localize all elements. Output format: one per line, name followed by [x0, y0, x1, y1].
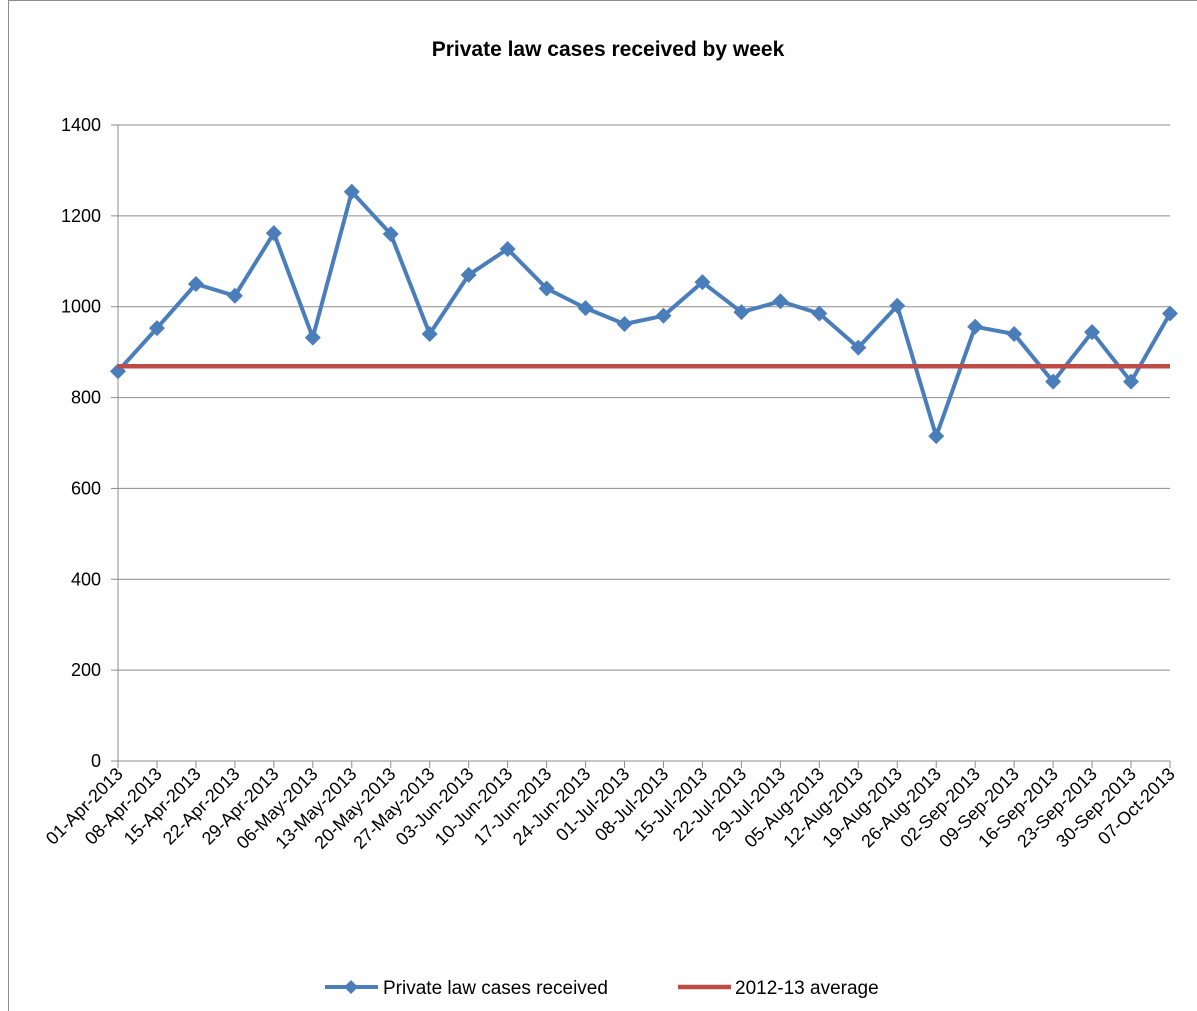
axes	[111, 124, 1171, 768]
data-point	[460, 266, 477, 283]
y-tick-label: 200	[71, 660, 101, 680]
y-tick-label: 800	[71, 388, 101, 408]
chart-frame	[8, 0, 1197, 1011]
data-point	[928, 428, 945, 445]
data-point	[343, 183, 360, 200]
data-point	[733, 304, 750, 321]
legend-label: Private law cases received	[383, 978, 608, 999]
data-point	[577, 300, 594, 317]
data-point	[1084, 324, 1101, 341]
data-point	[499, 241, 516, 258]
data-point	[967, 318, 984, 335]
data-point	[304, 329, 321, 346]
data-point	[226, 287, 243, 304]
series-line-0	[116, 189, 1172, 439]
chart-title: Private law cases received by week	[431, 38, 785, 61]
data-point	[1045, 373, 1062, 390]
data-point	[616, 315, 633, 332]
y-tick-label: 1400	[61, 115, 101, 135]
data-point	[1123, 373, 1140, 390]
legend-swatch-marker	[344, 980, 358, 994]
y-tick-label: 1000	[61, 297, 101, 317]
gridlines	[118, 124, 1170, 671]
data-point	[655, 307, 672, 324]
y-tick-labels: 0 200 400 600 800 1000 1200 1400	[61, 115, 101, 771]
data-point	[421, 325, 438, 342]
data-point	[889, 297, 906, 314]
data-point	[850, 339, 867, 356]
data-point	[1006, 325, 1023, 342]
data-point	[694, 274, 711, 291]
data-point	[772, 293, 789, 310]
data-point	[187, 276, 204, 292]
legend: Private law cases received 2012-13 averag…	[325, 978, 879, 999]
y-tick-label: 600	[71, 478, 101, 498]
data-point	[148, 320, 165, 337]
legend-label: 2012-13 average	[735, 978, 879, 999]
data-point	[382, 226, 399, 243]
data-point	[811, 305, 828, 322]
data-point	[265, 225, 282, 242]
y-tick-label: 1200	[61, 206, 101, 226]
data-point	[538, 280, 555, 297]
y-tick-label: 400	[71, 569, 101, 589]
data-point	[1162, 305, 1178, 322]
y-tick-label: 0	[91, 751, 101, 771]
x-tick-labels: 01-Apr-201308-Apr-201315-Apr-201322-Apr-…	[42, 764, 1179, 853]
series	[110, 183, 1178, 445]
